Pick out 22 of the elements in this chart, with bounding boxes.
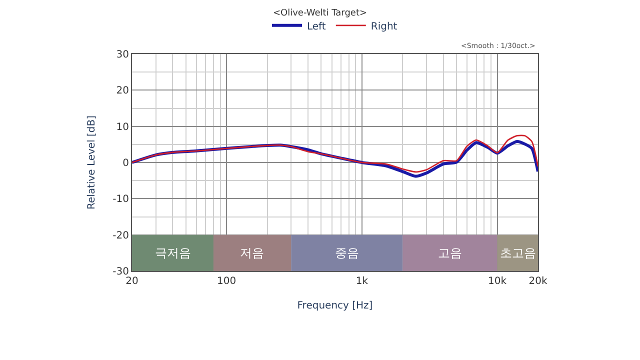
band-label: 중음 <box>335 246 359 260</box>
legend-label: Right <box>370 21 398 32</box>
x-axis-title: Frequency [Hz] <box>297 300 373 312</box>
y-tick-label: 0 <box>122 158 129 169</box>
y-tick-label: -20 <box>112 230 129 242</box>
chart-title: <Olive-Welti Target> <box>272 8 368 18</box>
x-tick-label: 20 <box>126 276 138 287</box>
band-label: 고음 <box>438 246 462 260</box>
x-tick-label: 10k <box>488 276 507 287</box>
x-tick-label: 1k <box>356 276 368 287</box>
y-tick-label: -30 <box>112 266 129 278</box>
y-tick-label: 30 <box>116 50 129 60</box>
x-tick-label: 100 <box>217 276 236 287</box>
y-tick-label: 10 <box>116 122 129 133</box>
band-label: 초고음 <box>500 246 536 260</box>
legend-label: Left <box>307 21 326 32</box>
y-tick-label: -10 <box>112 194 129 206</box>
y-tick-label: 20 <box>116 86 129 97</box>
band-label: 저음 <box>240 246 264 260</box>
y-axis-title: Relative Level [dB] <box>86 115 98 210</box>
x-tick-label: 20k <box>528 276 548 287</box>
band-label: 극저음 <box>155 246 191 260</box>
